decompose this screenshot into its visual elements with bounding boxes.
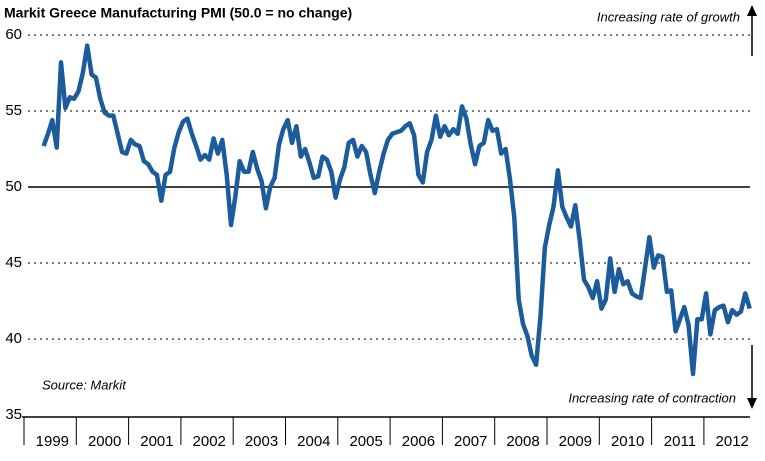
source-note: Source: Markit (42, 377, 127, 392)
y-tick-label: 60 (5, 26, 22, 43)
y-tick-label: 45 (5, 254, 22, 271)
x-tick-label: 2008 (506, 433, 539, 450)
pmi-line (41, 43, 752, 377)
y-tick-label: 35 (5, 406, 22, 423)
x-tick-label: 2002 (193, 433, 226, 450)
x-tick-label: 2000 (88, 433, 121, 450)
x-tick-label: 1999 (36, 433, 69, 450)
x-tick-label: 2011 (664, 433, 696, 450)
annotation: Increasing rate of contraction (568, 390, 736, 405)
x-tick-label: 2012 (716, 433, 749, 450)
x-tick-label: 2010 (611, 433, 644, 450)
x-tick-label: 2005 (349, 433, 382, 450)
y-tick-label: 40 (5, 330, 22, 347)
y-tick-label: 50 (5, 178, 22, 195)
y-tick-label: 55 (5, 102, 22, 119)
x-tick-label: 2004 (297, 433, 330, 450)
x-tick-label: 2001 (140, 433, 173, 450)
contraction-arrow (747, 345, 757, 409)
x-tick-label: 2007 (454, 433, 487, 450)
x-tick-label: 2003 (245, 433, 278, 450)
growth-arrow (747, 5, 757, 56)
chart-title: Markit Greece Manufacturing PMI (50.0 = … (4, 5, 352, 21)
annotation: Increasing rate of growth (597, 9, 740, 24)
x-tick-label: 2006 (402, 433, 435, 450)
x-tick-label: 2009 (559, 433, 592, 450)
